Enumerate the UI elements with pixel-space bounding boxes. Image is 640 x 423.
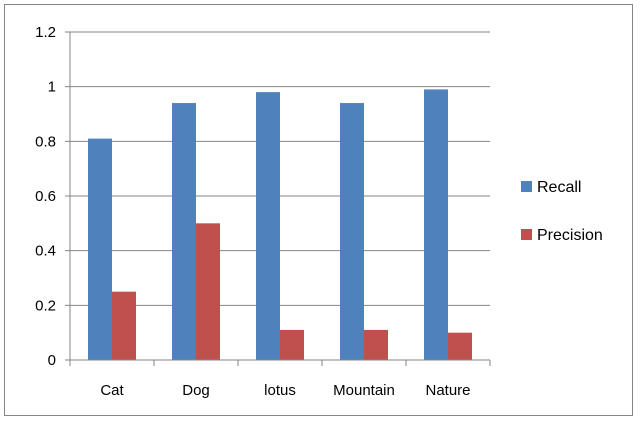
x-category-label: lotus [264,382,296,399]
x-category-label: Mountain [333,382,395,399]
bars [88,89,472,361]
y-tick-label: 0.8 [35,133,56,150]
y-tick-labels: 0 0.2 0.4 0.6 0.8 1 1.2 [35,24,56,369]
bar-recall-cat [88,138,112,360]
legend: Recall Precision [521,179,603,244]
x-category-label: Cat [100,382,124,399]
bar-precision-lotus [280,329,304,360]
x-category-labels: Cat Dog lotus Mountain Nature [100,382,470,399]
y-tick-label: 1.2 [35,24,56,41]
bar-recall-mountain [340,103,364,361]
bar-recall-dog [172,103,196,361]
y-tick-label: 0.4 [35,243,56,260]
bar-precision-cat [112,291,136,360]
legend-label-precision: Precision [537,227,603,244]
bar-recall-lotus [256,92,280,360]
y-tick-label: 0.2 [35,297,56,314]
bar-recall-nature [424,89,448,361]
legend-swatch-precision [521,229,532,240]
x-category-label: Dog [182,382,210,399]
axes [65,31,491,366]
y-tick-label: 0.6 [35,188,56,205]
y-tick-label: 0 [48,352,56,369]
y-tick-label: 1 [48,79,56,96]
legend-swatch-recall [521,181,532,192]
legend-label-recall: Recall [537,179,581,196]
bar-precision-dog [196,223,220,360]
gridlines [70,31,490,306]
x-category-label: Nature [425,382,470,399]
bar-precision-nature [448,332,472,360]
bar-precision-mountain [364,329,388,360]
